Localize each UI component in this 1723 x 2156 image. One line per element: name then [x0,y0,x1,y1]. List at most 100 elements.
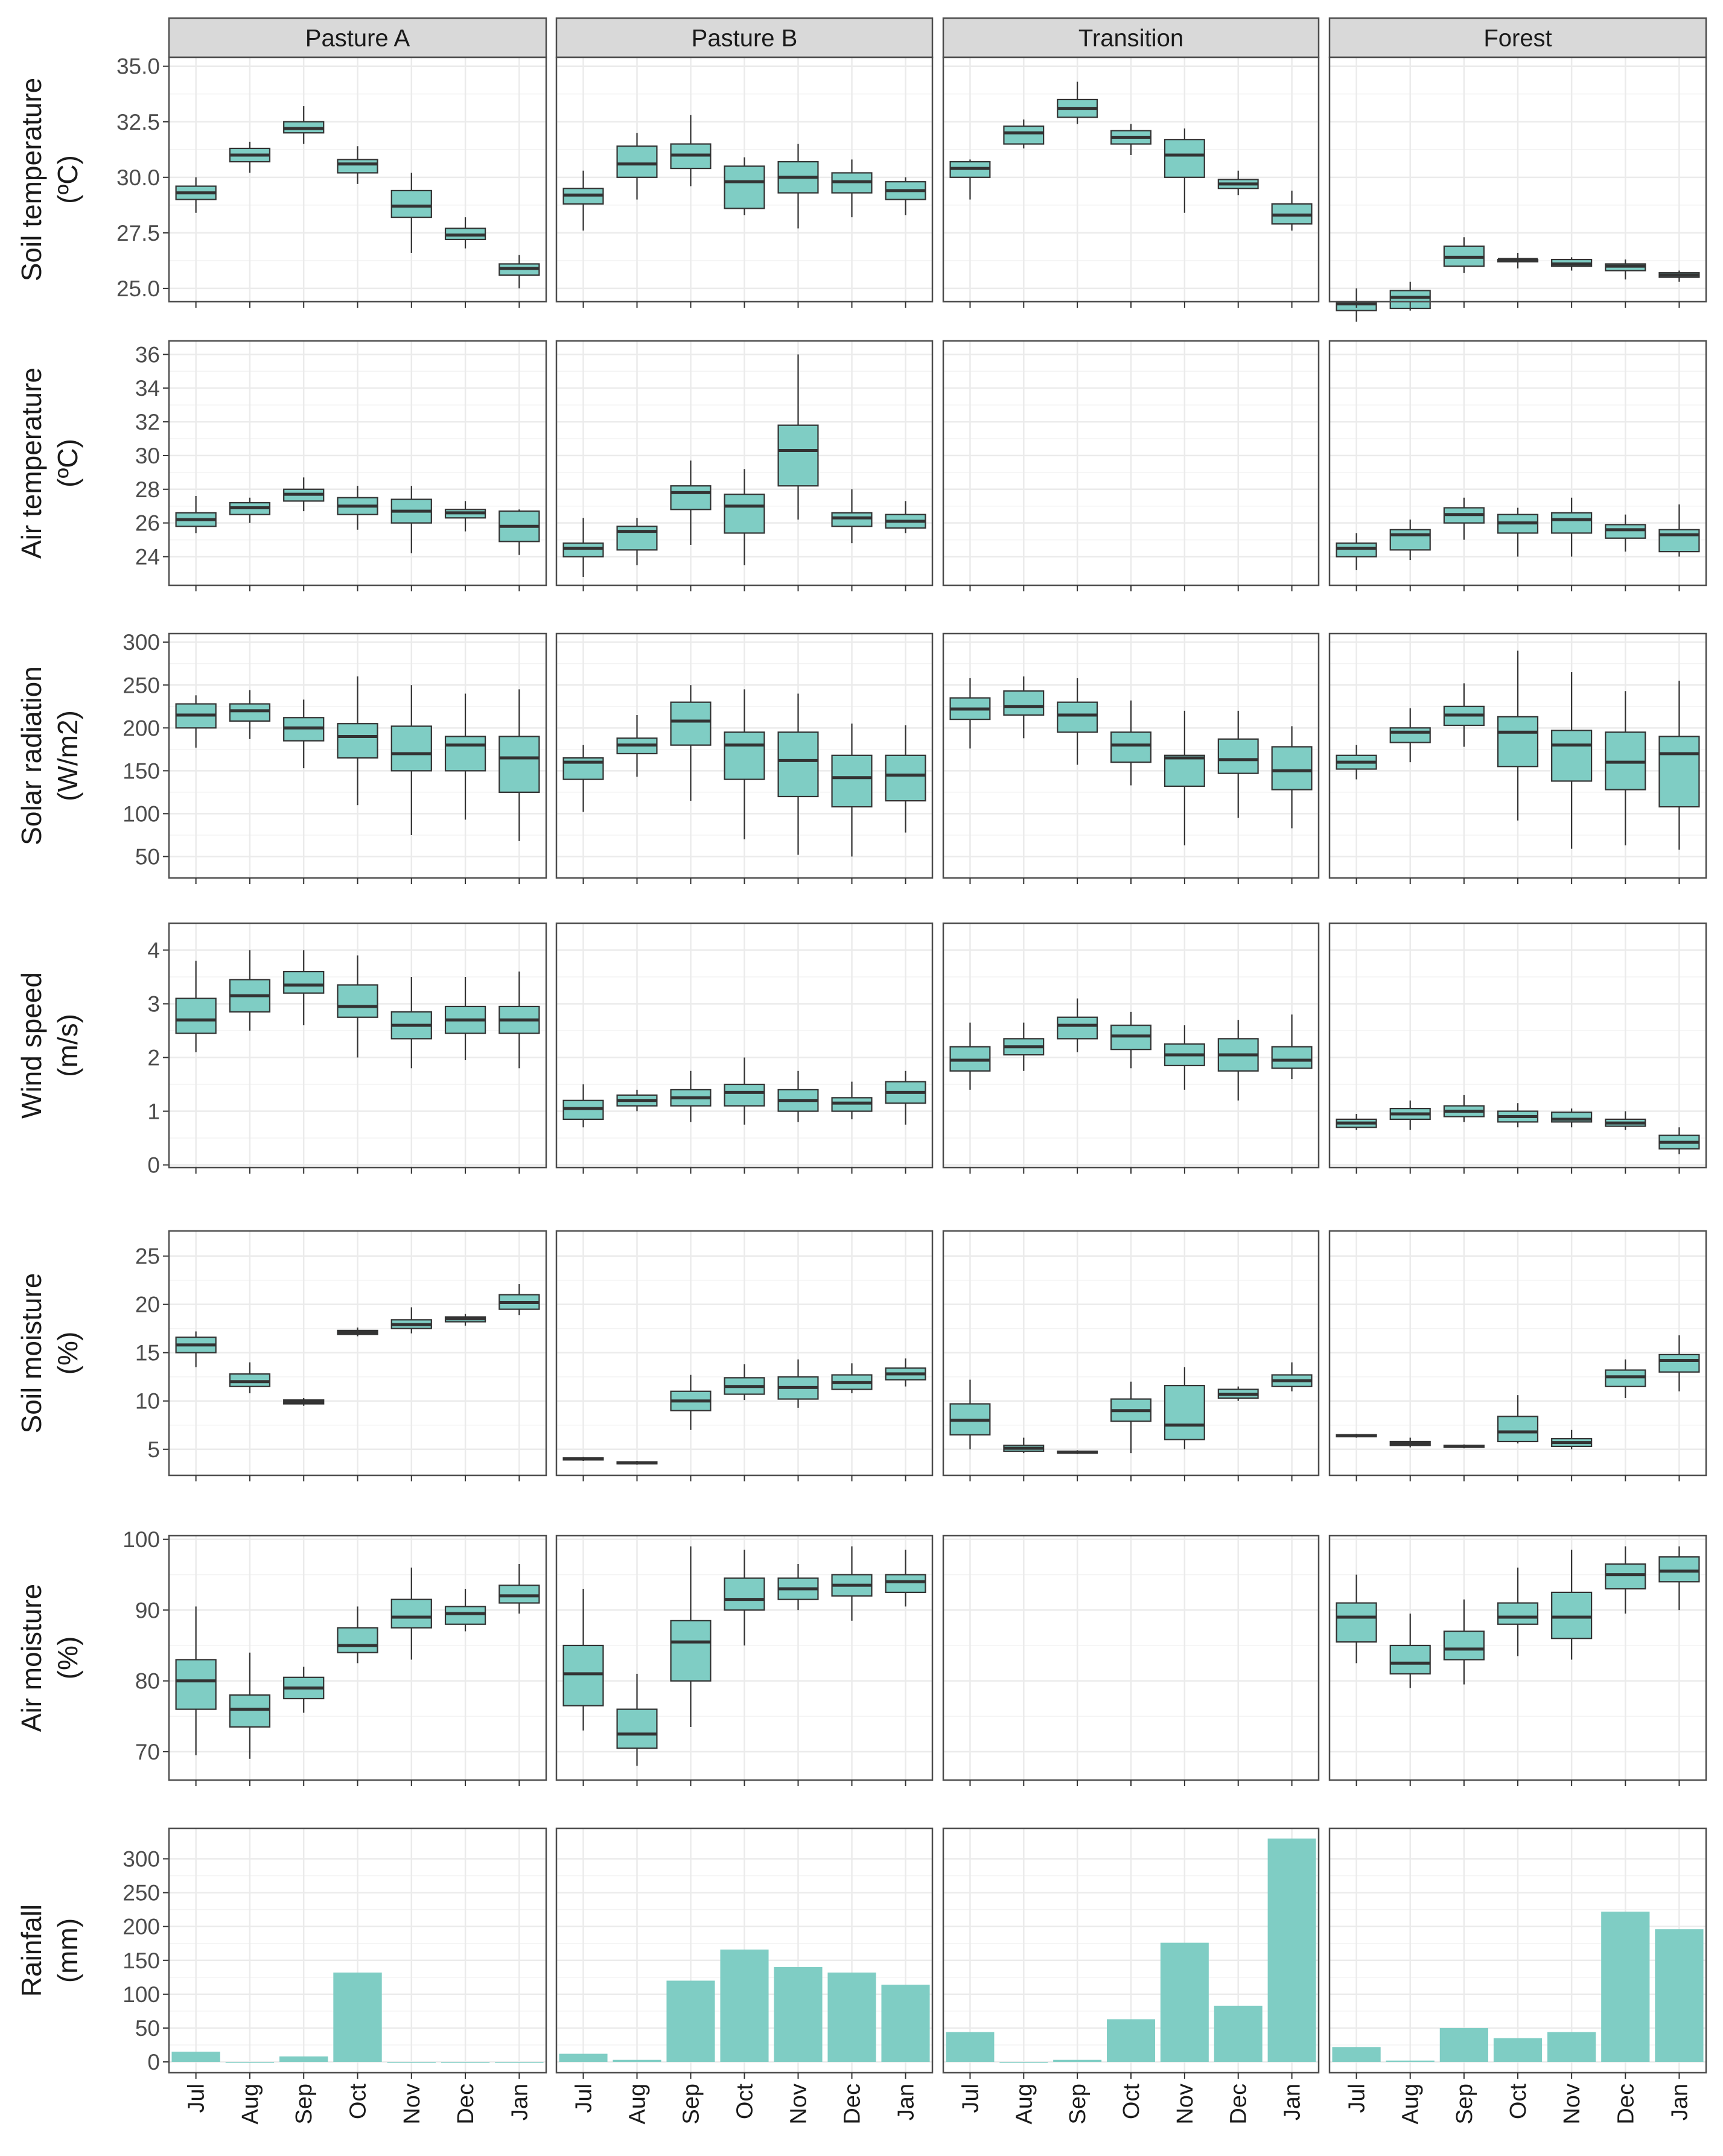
y-tick-label: 15 [135,1341,160,1366]
panel [555,1827,934,2079]
panel [1328,1827,1707,2079]
x-tick-label: Aug [1011,2084,1037,2125]
box [1271,1046,1313,1069]
x-tick-label: Oct [733,2084,758,2120]
panel [942,1230,1320,1481]
x-tick-label: Jul [1345,2084,1370,2113]
y-axis-label: Air moisture [16,1584,47,1732]
box [724,1083,765,1107]
row-0: Soil temperature (ºC) 25.0 27.5 30.0 32.5 35.0 [16,54,1707,322]
y-tick-label: 28 [135,477,160,502]
y-tick-label: 150 [123,1948,160,1973]
panel [555,1534,934,1786]
box [175,997,217,1034]
y-tick-label: 50 [135,844,160,869]
x-tick-label: Jan [507,2084,532,2120]
x-tick-label: Jan [894,2084,919,2120]
box [831,512,873,527]
box [1110,731,1151,763]
panel [555,340,934,591]
x-tick-label: Nov [1173,2084,1198,2125]
x-tick-label: Jan [1667,2084,1692,2120]
y-tick-label: 200 [123,716,160,740]
row-5: Air moisture (%) 70 80 90 100 [16,1527,1707,1786]
row-1: Air temperature (ºC) 24 26 28 30 32 34 36 [16,340,1707,591]
box [1658,529,1700,553]
y-tick-label: 2 [147,1046,160,1070]
x-tick-label: Nov [1559,2084,1585,2125]
x-tick-label: Nov [786,2084,812,2125]
box [885,754,926,802]
panel [1328,56,1707,322]
box [724,1577,765,1611]
box [670,701,712,746]
box [1336,1602,1377,1643]
box [1057,701,1098,733]
box [1551,1591,1593,1639]
x-tick-label: Sep [1452,2084,1477,2125]
box [283,971,325,994]
box [1164,139,1205,178]
box [724,494,765,534]
y-axis-label: Air temperature [16,367,47,559]
bar [441,2062,490,2063]
panel [168,56,547,308]
y-tick-label: 200 [123,1915,160,1939]
x-tick-label: Aug [1398,2084,1424,2125]
y-axis-label: Rainfall [16,1904,47,1997]
box [1443,1630,1485,1661]
bar [1107,2019,1155,2062]
y-tick-label: 1 [147,1099,160,1124]
bar [1493,2038,1543,2062]
box [1497,1602,1539,1625]
y-tick-label: 24 [135,545,160,570]
box [777,424,819,487]
facet-strip [942,17,1320,59]
bar [559,2053,608,2062]
x-tick-label: Sep [291,2084,317,2125]
box [1658,1556,1700,1583]
bar [1547,2032,1596,2062]
facet-strip [1328,17,1707,59]
box [1497,1416,1539,1443]
x-tick-label: Jul [958,2084,983,2113]
box [390,1598,432,1629]
y-tick-label: 36 [135,342,160,367]
y-tick-label: 150 [123,758,160,783]
panel [1328,1534,1707,1786]
bar [720,1949,769,2062]
box [175,1659,217,1710]
box [1389,1644,1431,1675]
box [444,1606,486,1625]
panel [555,632,934,884]
x-tick-label: Dec [453,2084,479,2125]
facet-label: Pasture A [305,25,410,52]
bar [1655,1929,1704,2062]
box [1551,512,1593,534]
y-tick-label: 300 [123,1846,160,1871]
box [777,731,819,798]
box [724,731,765,780]
y-tick-label: 250 [123,1881,160,1906]
y-axis-label: (m/s) [52,1014,83,1077]
panel [168,1827,547,2079]
y-tick-label: 90 [135,1598,160,1623]
x-tick-label: Sep [1065,2084,1091,2125]
box [1389,529,1431,551]
y-tick-label: 30.0 [116,165,160,190]
y-tick-label: 27.5 [116,221,160,246]
y-axis-label: Solar radiation [16,666,47,845]
y-axis-label: (%) [52,1332,83,1375]
box [229,703,271,722]
bar [999,2062,1048,2063]
y-tick-label: 26 [135,511,160,536]
box [498,1585,540,1604]
box [616,1708,658,1749]
y-axis-label: (mm) [52,1918,83,1983]
x-tick-label: Oct [1119,2084,1144,2120]
panel [555,922,934,1174]
box [1003,126,1045,145]
x-tick-label: Oct [1506,2084,1531,2120]
bar [1332,2047,1381,2062]
